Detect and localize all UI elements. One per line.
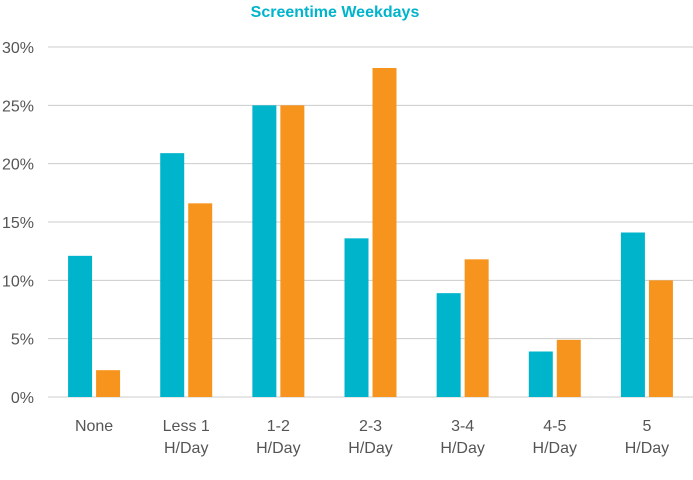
bar [436,293,461,397]
bar [620,232,645,397]
x-tick-label: 2-3 [359,418,382,435]
x-tick-label: 3-4 [451,418,474,435]
x-tick-label: None [75,418,113,435]
bar [648,280,673,397]
x-tick-label: H/Day [164,440,208,457]
gridlines [48,46,693,398]
x-tick-label: H/Day [440,440,484,457]
bar [556,339,581,397]
y-tick-label: 15% [2,215,34,232]
x-tick-label: H/Day [625,440,669,457]
y-tick-label: 20% [2,157,34,174]
bar [252,105,277,397]
x-tick-label: H/Day [348,440,392,457]
x-tick-label: H/Day [256,440,300,457]
x-axis-ticks: None Less 1 H/Day 1-2 H/Day 2-3 H/Day 3-4 H/Day 4… [75,418,669,457]
x-tick-label: Less 1 [163,418,210,435]
y-tick-label: 10% [2,273,34,290]
y-axis-ticks: 0% 5% 10% 15% 20% 25% 30% [2,40,34,407]
bar [188,203,213,397]
y-tick-label: 30% [2,40,34,57]
x-tick-label: 4-5 [543,418,566,435]
y-tick-label: 0% [11,390,34,407]
bar [68,255,93,397]
x-tick-label: 5 [642,418,651,435]
bar [280,105,305,397]
bar [344,238,369,397]
y-tick-label: 5% [11,332,34,349]
y-tick-label: 25% [2,98,34,115]
bar [96,370,121,397]
bar [528,351,553,397]
bar [160,153,185,397]
bar [464,259,489,397]
bars [68,68,673,397]
chart-title: Screentime Weekdays [251,4,420,21]
bar [372,68,397,397]
x-tick-label: 1-2 [267,418,290,435]
x-tick-label: H/Day [533,440,577,457]
